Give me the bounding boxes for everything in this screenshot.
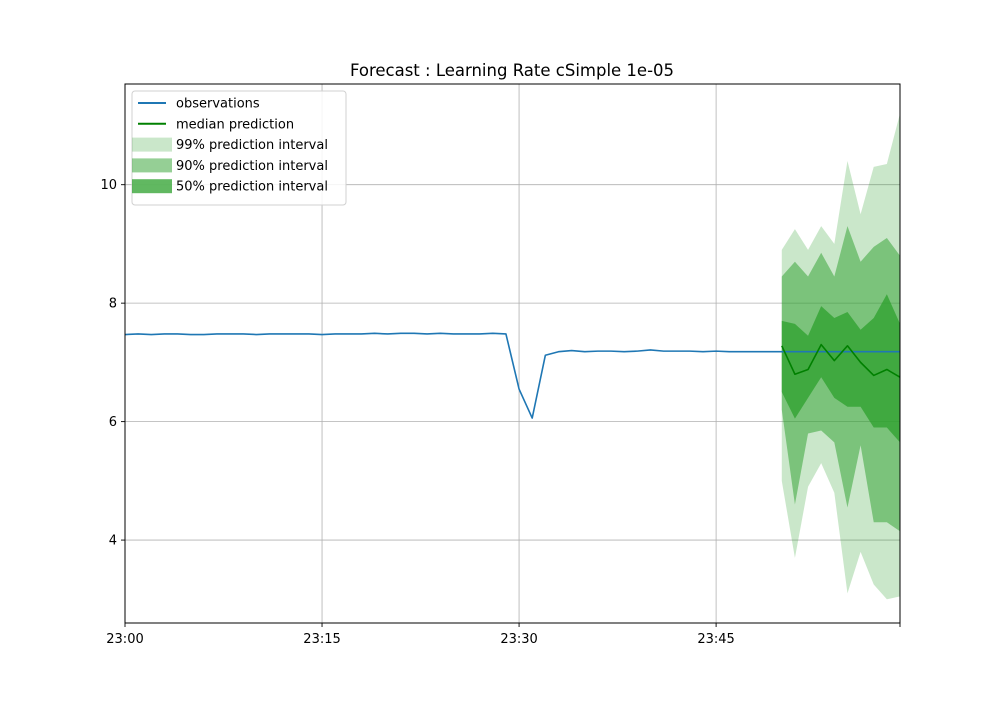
plot-frame — [124, 83, 901, 624]
legend-patch-swatch — [132, 137, 172, 152]
observations-line — [124, 332, 900, 419]
legend-label: median prediction — [176, 117, 294, 132]
prediction-interval-band-2 — [781, 294, 900, 443]
data-lines — [124, 332, 901, 419]
x-tick-label: 23:30 — [500, 632, 537, 647]
x-tick-label: 23:45 — [697, 632, 734, 647]
legend-label: 90% prediction interval — [176, 159, 328, 174]
legend-label: observations — [176, 97, 260, 112]
legend-label: 99% prediction interval — [176, 138, 328, 153]
prediction-intervals — [781, 113, 900, 600]
y-tick-label: 6 — [109, 415, 117, 430]
y-tick-label: 8 — [109, 297, 117, 312]
x-tick-label: 23:15 — [303, 632, 340, 647]
x-tick-label: 23:00 — [106, 632, 143, 647]
chart-title: Forecast : Learning Rate cSimple 1e-05 — [350, 61, 674, 80]
x-axis: 23:00 23:15 23:30 23:45 — [106, 623, 901, 647]
y-axis: 4 6 8 10 — [100, 178, 125, 549]
legend-patch-swatch — [132, 179, 172, 194]
legend-box — [131, 90, 347, 206]
y-tick-label: 10 — [100, 178, 117, 193]
median-prediction-line — [781, 343, 901, 378]
legend: observations median prediction 99% predict… — [131, 90, 347, 206]
legend-patch-swatch — [132, 158, 172, 173]
legend-label: 50% prediction interval — [176, 180, 328, 195]
y-tick-label: 4 — [109, 534, 117, 549]
